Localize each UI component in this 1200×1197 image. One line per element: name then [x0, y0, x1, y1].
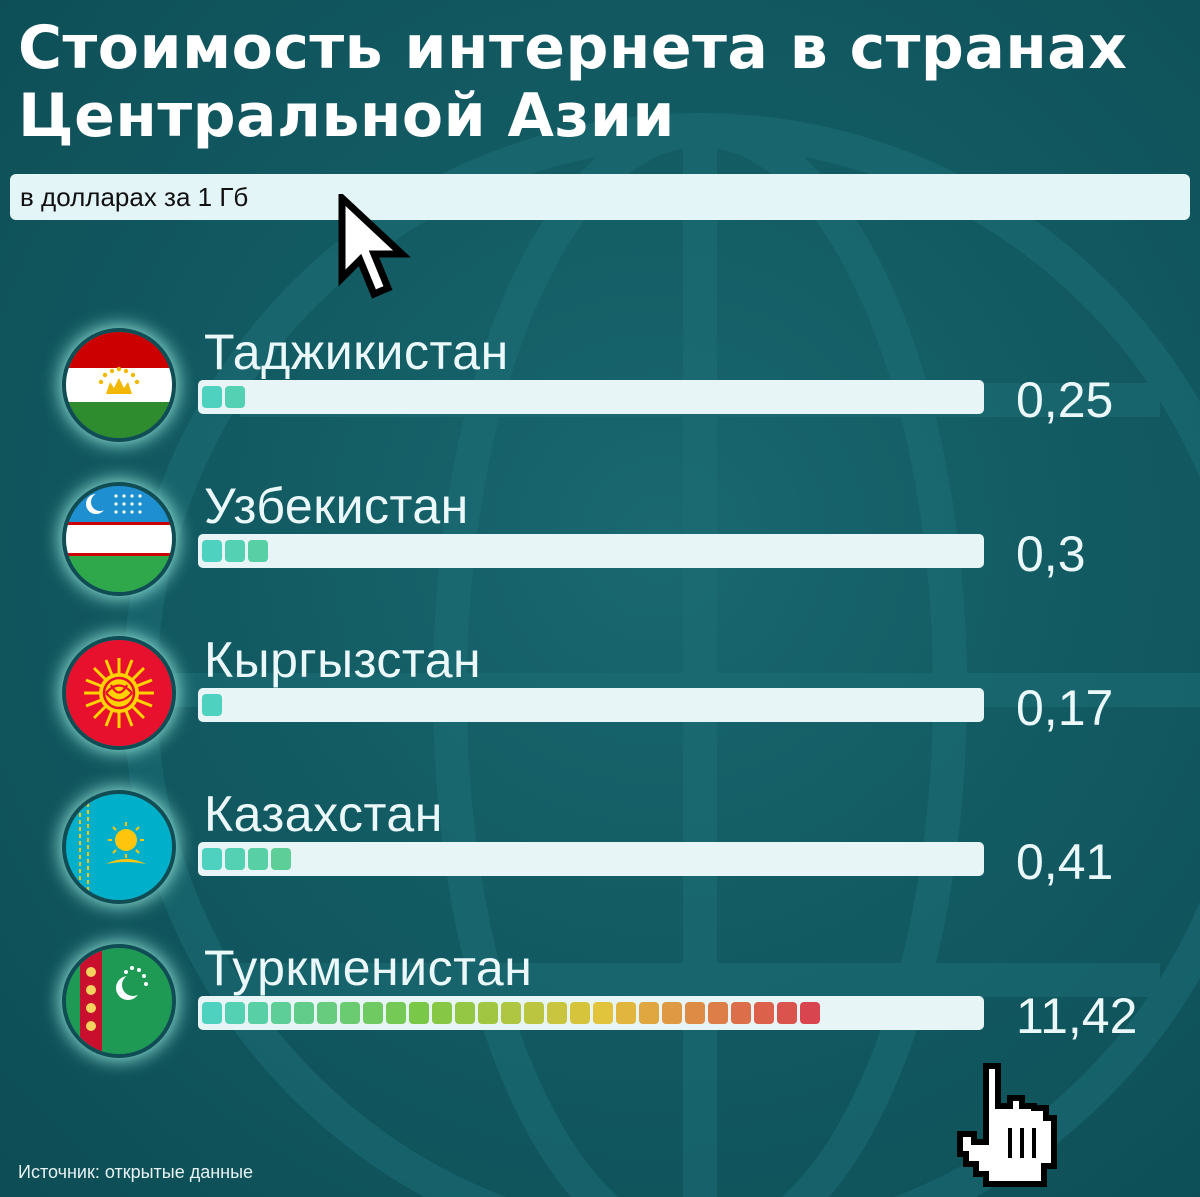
category-label: Кыргызстан: [204, 632, 482, 688]
bar-segment: [455, 1002, 475, 1024]
bar-segment: [593, 1002, 613, 1024]
subtitle-bar: в долларах за 1 Гб: [10, 174, 1190, 220]
bar-segment: [570, 1002, 590, 1024]
bar-segment: [248, 540, 268, 562]
bar-segment: [409, 1002, 429, 1024]
bar-segment: [202, 848, 222, 870]
bar-row: Казахстан 0,41: [0, 786, 1200, 912]
bar-segment: [317, 1002, 337, 1024]
bar-track: [198, 380, 984, 414]
bar: [202, 848, 291, 870]
bar-segment: [248, 1002, 268, 1024]
bar-segment: [225, 848, 245, 870]
bar-segment: [202, 694, 222, 716]
bar-row: Таджикистан 0,25: [0, 324, 1200, 450]
bar-segment: [340, 1002, 360, 1024]
bar-segment: [639, 1002, 659, 1024]
chart-title: Стоимость интернета в странах Центрально…: [18, 13, 1128, 151]
bar: [202, 386, 245, 408]
bar-segment: [547, 1002, 567, 1024]
bar-segment: [731, 1002, 751, 1024]
bar-row: Кыргызстан 0,17: [0, 632, 1200, 758]
arrow-cursor-icon: [338, 194, 411, 299]
bar-segment: [662, 1002, 682, 1024]
bar-segment: [501, 1002, 521, 1024]
bar-track: [198, 534, 984, 568]
data-label: 0,17: [1016, 680, 1114, 736]
hand-cursor-icon: [957, 1063, 1057, 1187]
category-label: Казахстан: [204, 786, 443, 842]
bar-segment: [271, 848, 291, 870]
data-label: 11,42: [1016, 988, 1138, 1044]
bar-segment: [202, 386, 222, 408]
bar: [202, 1002, 820, 1024]
turkmenistan-flag: [66, 948, 172, 1054]
bar-segment: [616, 1002, 636, 1024]
bar-segment: [386, 1002, 406, 1024]
source-note: Источник: открытые данные: [18, 1162, 254, 1182]
bar-segment: [225, 1002, 245, 1024]
bar-track: [198, 996, 984, 1030]
data-label: 0,41: [1016, 834, 1114, 890]
bar-row: Узбекистан 0,3: [0, 478, 1200, 604]
kyrgyzstan-flag: [66, 640, 172, 746]
bar-segment: [685, 1002, 705, 1024]
uzbekistan-flag: [66, 486, 172, 592]
category-label: Таджикистан: [204, 324, 509, 380]
category-label: Туркменистан: [204, 940, 533, 996]
bar-segment: [800, 1002, 820, 1024]
bar-segment: [202, 540, 222, 562]
bar-segment: [432, 1002, 452, 1024]
category-label: Узбекистан: [204, 478, 469, 534]
bar: [202, 540, 268, 562]
bar: [202, 694, 222, 716]
bar-segment: [478, 1002, 498, 1024]
bar-segment: [202, 1002, 222, 1024]
tajikistan-flag: [66, 332, 172, 438]
bar-row: Туркменистан 11,42: [0, 940, 1200, 1066]
data-label: 0,25: [1016, 372, 1114, 428]
bar-segment: [524, 1002, 544, 1024]
data-label: 0,3: [1016, 526, 1086, 582]
bar-segment: [271, 1002, 291, 1024]
chart-subtitle: в долларах за 1 Гб: [20, 182, 249, 212]
bar-segment: [754, 1002, 774, 1024]
bar-segment: [294, 1002, 314, 1024]
kazakhstan-flag: [66, 794, 172, 900]
bar-segment: [777, 1002, 797, 1024]
bar-segment: [248, 848, 268, 870]
bar-segment: [363, 1002, 383, 1024]
bar-segment: [225, 386, 245, 408]
bar-segment: [225, 540, 245, 562]
bar-track: [198, 688, 984, 722]
bar-segment: [708, 1002, 728, 1024]
bar-track: [198, 842, 984, 876]
